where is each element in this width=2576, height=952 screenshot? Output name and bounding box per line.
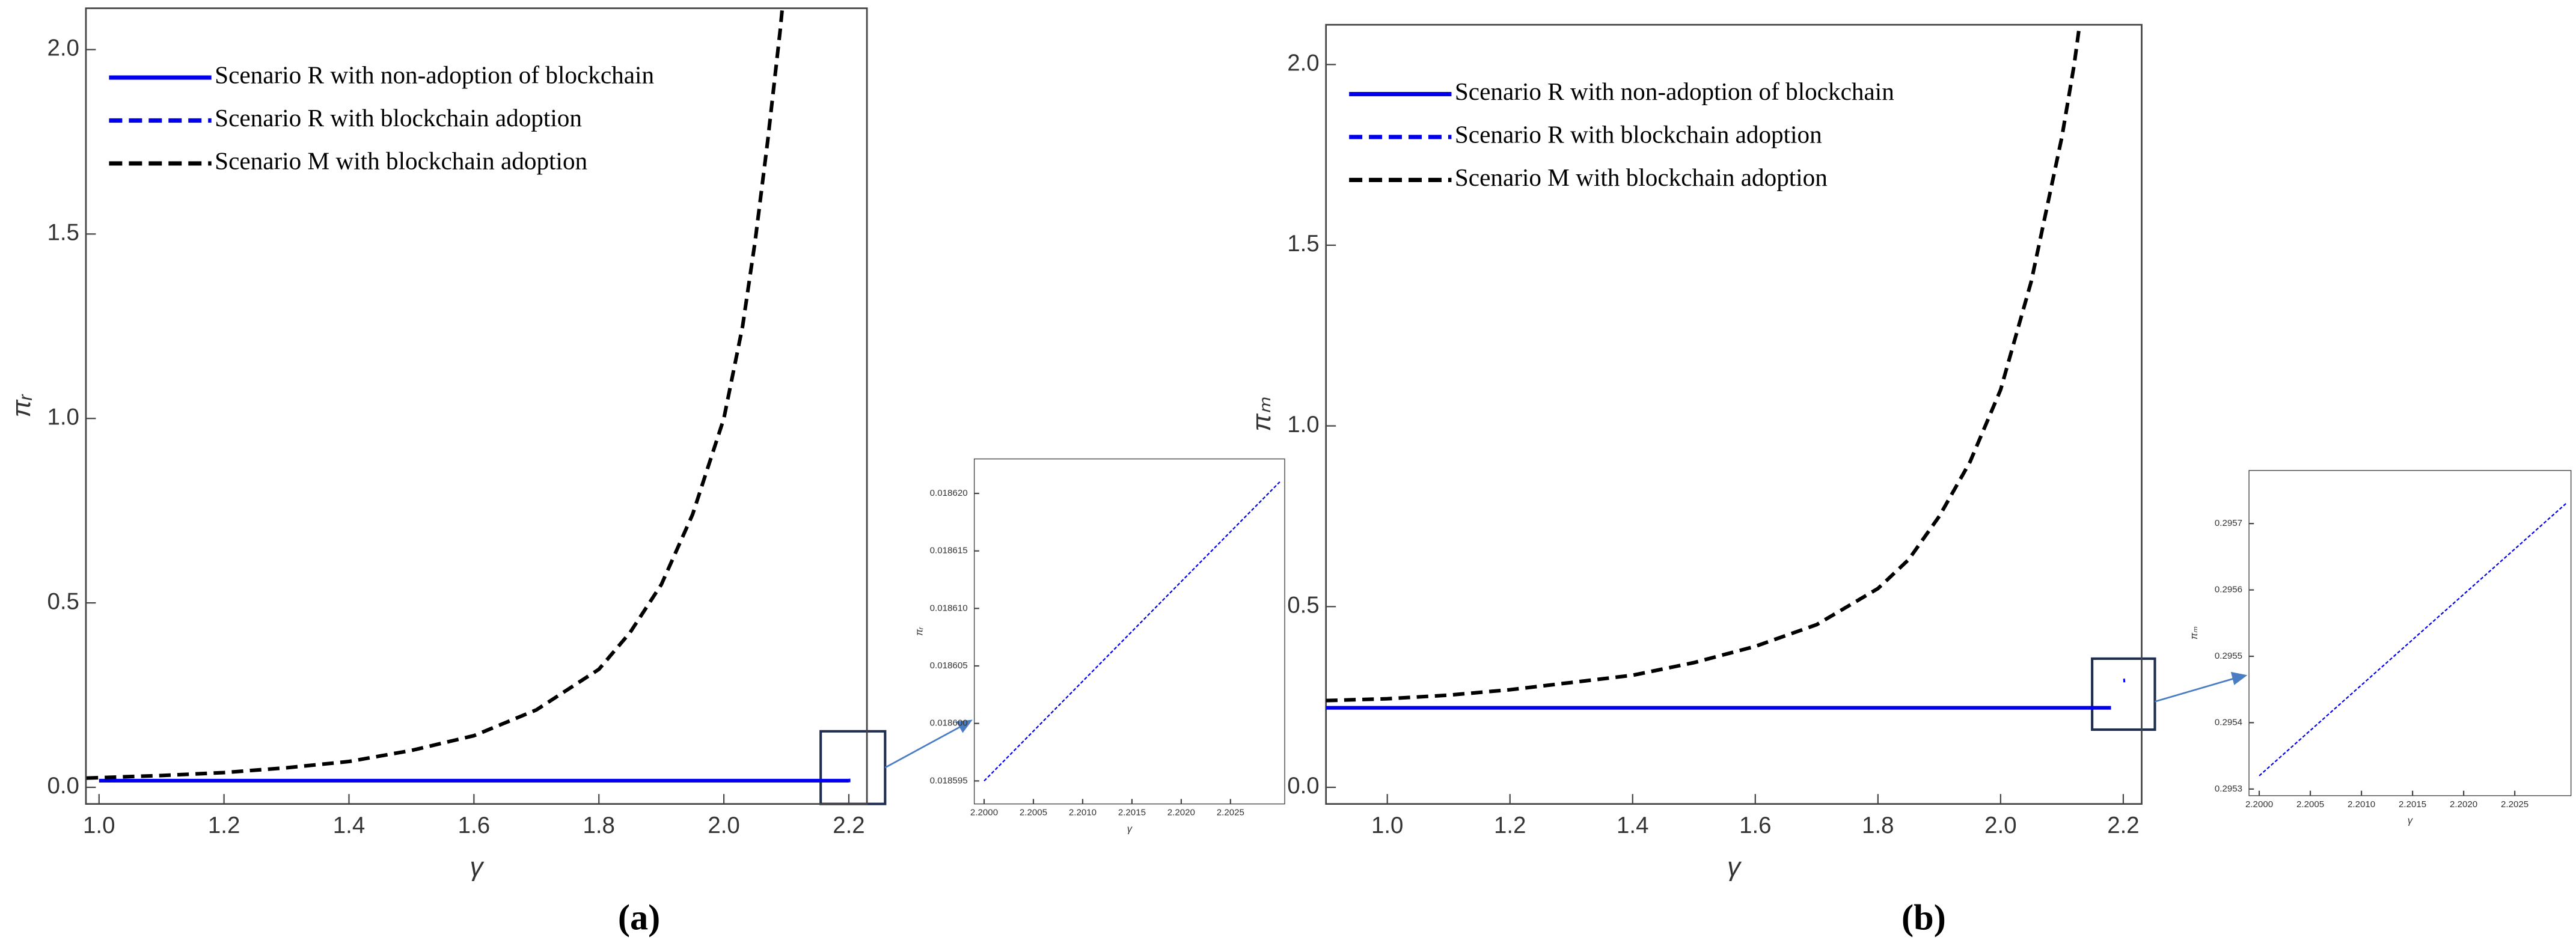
zoom-arrow xyxy=(2155,677,2235,703)
panel-label: (b) xyxy=(1901,897,1946,938)
x-tick-label: 1.8 xyxy=(1862,813,1894,838)
y-tick-label: 0.2957 xyxy=(2215,518,2242,528)
x-tick-label: 1.8 xyxy=(583,813,615,838)
series-line xyxy=(2259,503,2566,777)
legend-label: Scenario R with blockchain adoption xyxy=(1455,120,1822,148)
x-tick-label: 2.2000 xyxy=(970,808,998,818)
x-tick-label: 2.2025 xyxy=(1217,808,1244,818)
x-tick-label: 1.0 xyxy=(1371,813,1403,838)
y-tick-label: 1.5 xyxy=(1287,231,1319,257)
y-tick-label: 1.0 xyxy=(47,404,79,430)
y-tick-label: 0.2954 xyxy=(2215,717,2242,727)
x-tick-label: 1.4 xyxy=(333,813,365,838)
y-axis-label: πₘ xyxy=(1247,397,1276,431)
zoom-box xyxy=(819,730,887,805)
y-tick-label: 0.5 xyxy=(47,588,79,614)
y-axis-label: πᵣ xyxy=(7,394,36,417)
y-tick-label: 0.0 xyxy=(47,773,79,799)
series-line xyxy=(984,481,1280,782)
x-tick-label: 2.2 xyxy=(2107,813,2139,838)
x-tick-label: 1.2 xyxy=(208,813,240,838)
y-axis-label: πₘ xyxy=(2189,626,2200,639)
series-line xyxy=(1326,25,2082,703)
y-tick-label: 0.018615 xyxy=(930,546,968,556)
panel-label: (a) xyxy=(618,897,660,938)
y-tick-label: 1.5 xyxy=(47,220,79,246)
y-tick-label: 2.0 xyxy=(47,35,79,61)
x-tick-label: 2.2015 xyxy=(2399,799,2426,810)
x-tick-label: 2.2025 xyxy=(2501,799,2529,810)
x-tick-label: 2.2 xyxy=(833,813,864,838)
y-tick-label: 1.0 xyxy=(1287,412,1319,438)
plot-frame xyxy=(85,7,868,805)
x-axis-label: γ xyxy=(1127,823,1133,834)
plot-frame xyxy=(2248,470,2572,796)
y-tick-label: 0.2956 xyxy=(2215,585,2242,595)
zoom-box xyxy=(2091,657,2156,731)
x-tick-label: 2.0 xyxy=(708,813,739,838)
x-tick-label: 2.2020 xyxy=(2450,799,2477,810)
x-tick-label: 2.2005 xyxy=(1020,808,1047,818)
y-tick-label: 0.018610 xyxy=(930,603,968,613)
x-tick-label: 2.2010 xyxy=(2348,799,2375,810)
y-tick-label: 2.0 xyxy=(1287,50,1319,76)
y-tick-label: 0.018600 xyxy=(930,718,968,728)
legend-label: Scenario R with non-adoption of blockcha… xyxy=(215,61,654,89)
plot-frame xyxy=(1325,23,2143,805)
x-tick-label: 1.4 xyxy=(1617,813,1648,838)
x-tick-label: 2.2015 xyxy=(1118,808,1146,818)
y-tick-label: 0.018595 xyxy=(930,775,968,786)
zoom-arrow xyxy=(884,725,962,769)
y-tick-label: 0.018620 xyxy=(930,488,968,498)
legend-label: Scenario R with blockchain adoption xyxy=(215,104,582,132)
y-tick-label: 0.0 xyxy=(1287,773,1319,799)
x-tick-label: 2.2000 xyxy=(2245,799,2273,810)
x-axis-label: γ xyxy=(2408,816,2414,826)
x-tick-label: 2.2020 xyxy=(1167,808,1195,818)
x-tick-label: 2.0 xyxy=(1984,813,2016,838)
series-line xyxy=(86,8,785,780)
x-tick-label: 1.6 xyxy=(1739,813,1771,838)
y-axis-label: πᵣ xyxy=(914,627,925,636)
x-axis-label: γ xyxy=(1727,852,1742,882)
y-tick-label: 0.5 xyxy=(1287,592,1319,618)
plot-frame xyxy=(973,458,1285,805)
legend-label: Scenario M with blockchain adoption xyxy=(1455,163,1828,191)
x-axis-label: γ xyxy=(470,852,485,882)
legend-label: Scenario M with blockchain adoption xyxy=(215,147,587,174)
x-tick-label: 2.2010 xyxy=(1069,808,1097,818)
y-tick-label: 0.2955 xyxy=(2215,651,2242,661)
x-tick-label: 1.0 xyxy=(83,813,115,838)
arrow-head xyxy=(2230,671,2248,685)
x-tick-label: 2.2005 xyxy=(2296,799,2324,810)
legend-label: Scenario R with non-adoption of blockcha… xyxy=(1455,78,1894,105)
x-tick-label: 1.6 xyxy=(458,813,490,838)
y-tick-label: 0.018605 xyxy=(930,661,968,671)
x-tick-label: 1.2 xyxy=(1494,813,1526,838)
arrow-head xyxy=(956,719,973,733)
y-tick-label: 0.2953 xyxy=(2215,784,2242,794)
